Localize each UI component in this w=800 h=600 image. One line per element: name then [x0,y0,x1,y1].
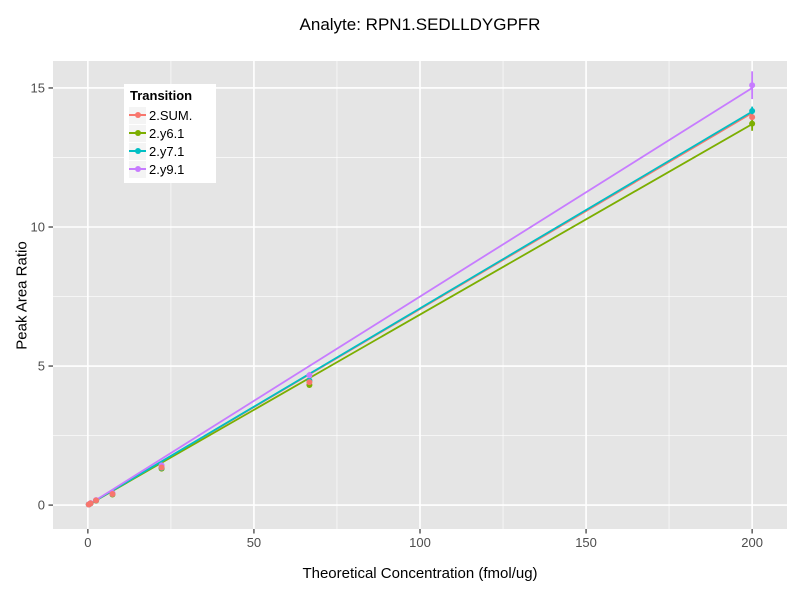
legend-key-dot [134,112,141,118]
x-tick-label: 200 [741,535,763,550]
data-point-2.y6.1 [749,120,756,127]
data-point-2.SUM. [306,379,313,386]
legend-key-dot [134,130,141,136]
legend: Transition 2.SUM. 2.y6.1 2.y7.1 2.y9.1 [124,84,216,183]
y-tick-label: 10 [31,220,45,235]
legend-key-icon [129,142,146,160]
legend-item-2.y6.1: 2.y6.1 [129,124,210,142]
legend-item-label: 2.SUM. [149,107,193,123]
legend-key-dot [134,148,141,154]
legend-item-2.y9.1: 2.y9.1 [129,160,210,178]
legend-item-label: 2.y9.1 [149,161,185,177]
fit-line-2.y7.1 [87,110,753,506]
data-point-2.SUM. [158,464,165,471]
legend-key-icon [129,124,146,142]
fit-line-2.y6.1 [87,123,753,506]
legend-item-2.y7.1: 2.y7.1 [129,142,210,160]
data-point-2.SUM. [109,490,116,497]
data-point-2.SUM. [87,500,94,507]
y-tick-label: 15 [31,80,45,95]
legend-items: 2.SUM. 2.y6.1 2.y7.1 2.y9.1 [129,106,210,178]
y-axis-label: Peak Area Ratio [13,241,31,350]
data-point-2.SUM. [93,497,100,504]
data-point-2.y9.1 [306,372,313,379]
legend-key-icon [129,160,146,178]
x-tick-label: 100 [409,535,431,550]
legend-key-dot [134,166,141,172]
x-tick-label: 150 [575,535,597,550]
fit-line-2.y9.1 [87,87,753,506]
legend-key-icon [129,106,146,124]
legend-item-2.SUM.: 2.SUM. [129,106,210,124]
x-axis-label: Theoretical Concentration (fmol/ug) [302,565,538,582]
x-tick-label: 0 [84,535,91,550]
legend-item-label: 2.y7.1 [149,143,185,159]
y-tick-label: 5 [38,359,45,374]
data-point-2.SUM. [749,114,756,121]
data-point-2.y9.1 [749,82,756,89]
x-tick-label: 50 [247,535,261,550]
legend-title: Transition [130,88,193,103]
data-point-2.y7.1 [749,108,756,115]
y-tick-label: 0 [38,498,45,513]
plot-title: Analyte: RPN1.SEDLLDYGPFR [299,15,541,34]
legend-item-label: 2.y6.1 [149,125,185,141]
